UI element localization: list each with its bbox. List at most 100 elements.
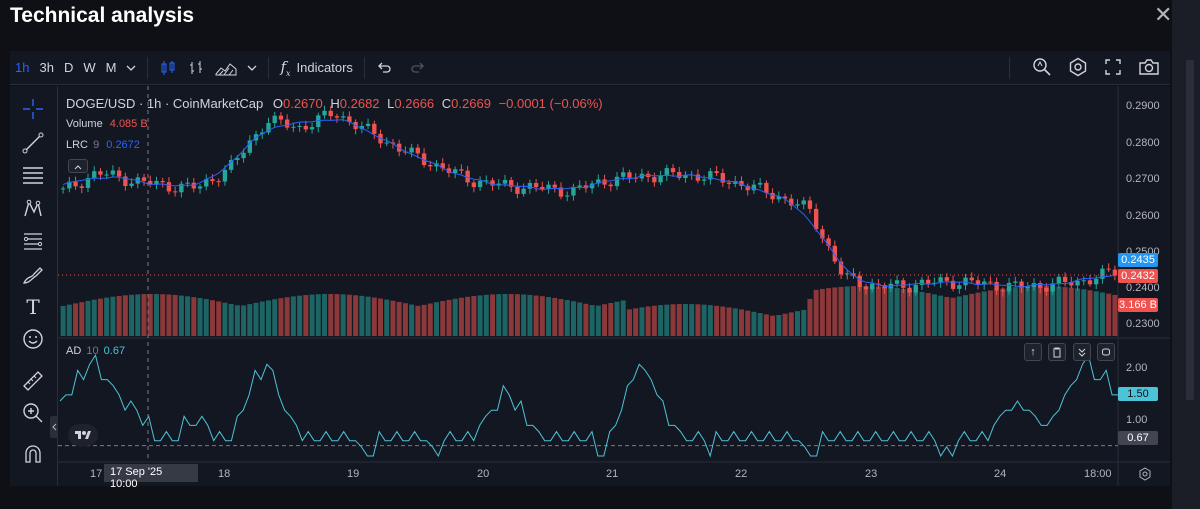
tradingview-logo[interactable] (68, 424, 98, 446)
undo-icon[interactable] (371, 51, 397, 84)
chart-area[interactable] (58, 86, 1170, 486)
price-chart-svg[interactable] (58, 86, 1170, 486)
candle-body (901, 280, 906, 288)
volume-bar (1031, 286, 1037, 336)
volume-bar (1087, 290, 1093, 336)
candle-body (670, 168, 676, 173)
volume-bar (925, 293, 931, 336)
chart-settings-icon[interactable] (1138, 467, 1152, 486)
volume-bar (987, 290, 993, 336)
candle-body (154, 180, 159, 185)
volume-bar (826, 288, 832, 336)
ad-tick: 2.00 (1126, 362, 1148, 374)
volume-bar (483, 294, 489, 336)
candles-icon[interactable] (154, 51, 182, 84)
candle-body (558, 187, 564, 197)
time-label: 18:00 (1084, 468, 1112, 480)
collapse-legend-button[interactable] (68, 159, 88, 173)
zoom-in-icon[interactable] (18, 398, 48, 428)
volume-bar (1081, 289, 1087, 336)
volume-bar (907, 289, 913, 336)
quick-search-icon[interactable] (1032, 57, 1052, 80)
candle-body (982, 281, 987, 285)
candle-body (179, 183, 184, 193)
volume-bar (570, 301, 576, 336)
volume-bar (931, 294, 937, 336)
candle-body (708, 171, 713, 180)
bars-icon[interactable] (182, 51, 210, 84)
screenshot-icon[interactable] (1138, 58, 1160, 79)
volume-bar (963, 295, 969, 336)
area-chart-icon[interactable] (210, 51, 242, 84)
interval-w[interactable]: W (83, 60, 96, 75)
open-value: 0.2670 (282, 96, 323, 111)
volume-bar (1062, 287, 1068, 336)
horizontal-lines-icon[interactable] (18, 160, 48, 190)
indicators-button[interactable]: fx Indicators (275, 51, 357, 84)
candle-body (720, 173, 725, 183)
pattern-icon[interactable] (18, 194, 48, 224)
maximize-pane-icon[interactable] (1097, 343, 1115, 361)
collapse-pane-icon[interactable] (1073, 343, 1091, 361)
crosshair-icon[interactable] (18, 94, 48, 124)
collapse-toolbar-handle[interactable] (50, 416, 58, 438)
high-label: H (330, 96, 340, 111)
volume-bar (757, 313, 763, 336)
volume-bar (209, 300, 215, 336)
volume-bar (832, 287, 838, 336)
ad-label: AD (66, 345, 82, 357)
volume-bar (1043, 286, 1049, 336)
scrollbar[interactable] (1186, 60, 1194, 400)
candle-body (309, 127, 315, 130)
delete-pane-icon[interactable] (1048, 343, 1066, 361)
ruler-icon[interactable] (18, 366, 48, 396)
close-icon[interactable]: ✕ (1154, 2, 1173, 27)
interval-3h[interactable]: 3h (39, 60, 54, 75)
volume-bar (863, 286, 869, 336)
candle-body (1006, 282, 1012, 292)
interval-d[interactable]: D (63, 60, 74, 75)
redo-icon[interactable] (405, 51, 431, 84)
candle-body (533, 182, 539, 188)
candle-body (1094, 278, 1099, 285)
candle-body (1069, 281, 1074, 286)
candle-body (185, 182, 190, 184)
brush-icon[interactable] (18, 260, 48, 290)
move-pane-up-icon[interactable]: ↑ (1024, 343, 1042, 361)
last-price-badge: 0.2435 (1118, 253, 1158, 267)
volume-bar (707, 305, 713, 336)
volume-bar (259, 301, 265, 336)
volume-bar (222, 302, 228, 336)
ad-value: 0.67 (103, 345, 126, 357)
volume-bar (247, 304, 253, 336)
interval-1h[interactable]: 1h (15, 60, 30, 75)
volume-bar (278, 298, 284, 336)
volume-bar (60, 306, 66, 336)
volume-bar (1050, 286, 1056, 336)
candle-body (278, 115, 284, 120)
candle-body (745, 185, 750, 191)
volume-bar (776, 314, 782, 336)
volume-bar (701, 304, 707, 336)
volume-bar (539, 296, 545, 336)
candle-body (832, 245, 838, 262)
volume-bar (782, 313, 788, 336)
fullscreen-icon[interactable] (1104, 58, 1122, 79)
fib-levels-icon[interactable] (18, 226, 48, 256)
volume-bar (465, 296, 471, 336)
candle-body (565, 195, 570, 197)
volume-bar (477, 295, 483, 336)
chart-type-chevron-down-icon[interactable] (242, 51, 262, 84)
trend-line-icon[interactable] (18, 128, 48, 158)
interval-chevron-down-icon[interactable] (121, 51, 141, 84)
candle-body (415, 147, 421, 154)
interval-m[interactable]: M (105, 60, 117, 75)
volume-bar (844, 286, 850, 336)
emoji-icon[interactable] (18, 324, 48, 354)
magnet-icon[interactable] (18, 440, 48, 470)
volume-bar (994, 289, 1000, 336)
candle-body (372, 123, 377, 134)
candle-body (521, 188, 526, 194)
text-icon[interactable]: T (26, 295, 40, 319)
settings-icon[interactable] (1068, 57, 1088, 80)
